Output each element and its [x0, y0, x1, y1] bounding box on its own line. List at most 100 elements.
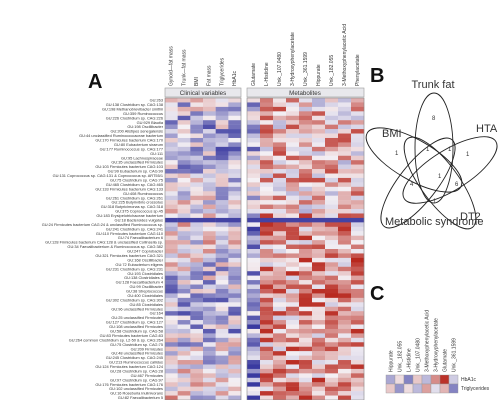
heatmap-cell — [338, 160, 352, 165]
heatmap-cell — [260, 391, 274, 396]
heatmap-cell — [299, 213, 313, 219]
heatmap-cell — [228, 102, 242, 108]
row-label: GU:108 unclassified Firmicutes — [109, 324, 163, 329]
heatmap-cell — [286, 311, 300, 316]
heatmap-cell — [177, 98, 191, 103]
heatmap-cell — [165, 222, 178, 227]
heatmap-cell — [351, 342, 365, 347]
heatmap-cell — [190, 115, 204, 121]
heatmap-cell — [228, 217, 242, 223]
heatmap-cell — [203, 146, 216, 152]
heatmap-cell — [338, 115, 352, 121]
heatmap-cell — [351, 204, 365, 210]
venn-count-center-1: 1 — [426, 147, 430, 153]
heatmap-cell — [247, 315, 261, 321]
heatmap-cell — [247, 106, 261, 112]
heatmap-cell — [215, 253, 229, 259]
heatmap-cell — [165, 328, 178, 334]
heatmap-cell — [299, 111, 313, 116]
heatmap-cell — [325, 129, 339, 134]
heatmap-cell — [215, 355, 229, 361]
heatmap-cell — [177, 324, 191, 330]
heatmap-cell — [299, 280, 313, 285]
heatmap-cell — [203, 186, 216, 192]
heatmap-cell — [165, 111, 178, 116]
heatmap-cell — [299, 382, 313, 387]
heatmap-cell — [203, 355, 216, 361]
heatmap-cell — [312, 102, 326, 108]
panel-c-cell — [385, 374, 396, 385]
heatmap-cell — [177, 360, 191, 365]
heatmap-cell — [338, 395, 352, 400]
heatmap-cell — [203, 226, 216, 232]
row-label: GU:467 Firmicutes — [131, 373, 163, 378]
heatmap-cell — [215, 324, 229, 330]
heatmap-cell — [247, 311, 261, 316]
column-label: Gynoid—fat mass — [169, 46, 175, 86]
heatmap-cell — [165, 391, 178, 396]
row-label: GU:80 Eubacterium siraeum — [114, 142, 163, 147]
heatmap-cell — [247, 146, 261, 152]
heatmap-cell — [165, 320, 178, 325]
heatmap-cell — [299, 333, 313, 339]
heatmap-cell — [247, 217, 261, 223]
heatmap-cell — [177, 293, 191, 299]
heatmap-cell — [228, 320, 242, 325]
heatmap-cell — [299, 249, 313, 254]
heatmap-cell — [165, 249, 178, 254]
row-label: GU:75 Clostridium sp. CAG:75 — [110, 342, 163, 347]
row-label: GU:318 Butyricimonas sp. CAG:318 — [101, 204, 163, 209]
heatmap-cell — [312, 244, 326, 250]
heatmap-cell — [351, 373, 365, 378]
heatmap-cell — [247, 222, 261, 227]
heatmap-cell — [215, 120, 229, 125]
heatmap-cell — [351, 213, 365, 219]
heatmap-cell — [325, 209, 339, 214]
heatmap-cell — [247, 137, 261, 143]
heatmap-cell — [260, 373, 274, 378]
row-label: GU:193 Clostridiales — [127, 271, 163, 276]
heatmap-cell — [190, 177, 204, 183]
heatmap-cell — [177, 106, 191, 112]
heatmap-cell — [312, 306, 326, 312]
heatmap-cell — [228, 271, 242, 276]
heatmap-cell — [299, 302, 313, 307]
heatmap-cell — [247, 231, 261, 236]
heatmap-cell — [177, 160, 191, 165]
heatmap-cell — [273, 186, 287, 192]
heatmap-cell — [325, 355, 339, 361]
heatmap-cell — [190, 231, 204, 236]
heatmap-cell — [286, 160, 300, 165]
heatmap-cell — [325, 373, 339, 378]
heatmap-cell — [351, 231, 365, 236]
heatmap-cell — [260, 333, 274, 339]
heatmap-cell — [312, 115, 326, 121]
heatmap-cell — [260, 351, 274, 356]
heatmap-cell — [325, 337, 339, 343]
heatmap-cell — [215, 280, 229, 285]
heatmap-cell — [325, 146, 339, 152]
heatmap-cell — [286, 324, 300, 330]
heatmap-cell — [338, 355, 352, 361]
heatmap-cell — [312, 106, 326, 112]
heatmap-cell — [228, 173, 242, 179]
heatmap-cell — [177, 297, 191, 303]
heatmap-cell — [215, 191, 229, 196]
heatmap-cell — [325, 360, 339, 365]
heatmap-cell — [165, 266, 178, 272]
heatmap-cell — [299, 360, 313, 365]
heatmap-cell — [177, 386, 191, 392]
row-label: GU:96 unclassified Firmicutes — [111, 306, 163, 311]
heatmap-cell — [273, 200, 287, 205]
heatmap-cell — [165, 164, 178, 170]
row-label: GU:168 Oscillibacter — [127, 257, 163, 262]
heatmap-cell — [351, 120, 365, 125]
heatmap-cell — [190, 373, 204, 378]
heatmap-cell — [338, 320, 352, 325]
heatmap-cell — [203, 111, 216, 116]
heatmap-cell — [273, 209, 287, 214]
heatmap-cell — [325, 377, 339, 383]
heatmap-cell — [177, 333, 191, 339]
heatmap-cell — [190, 186, 204, 192]
heatmap-cell — [190, 288, 204, 294]
